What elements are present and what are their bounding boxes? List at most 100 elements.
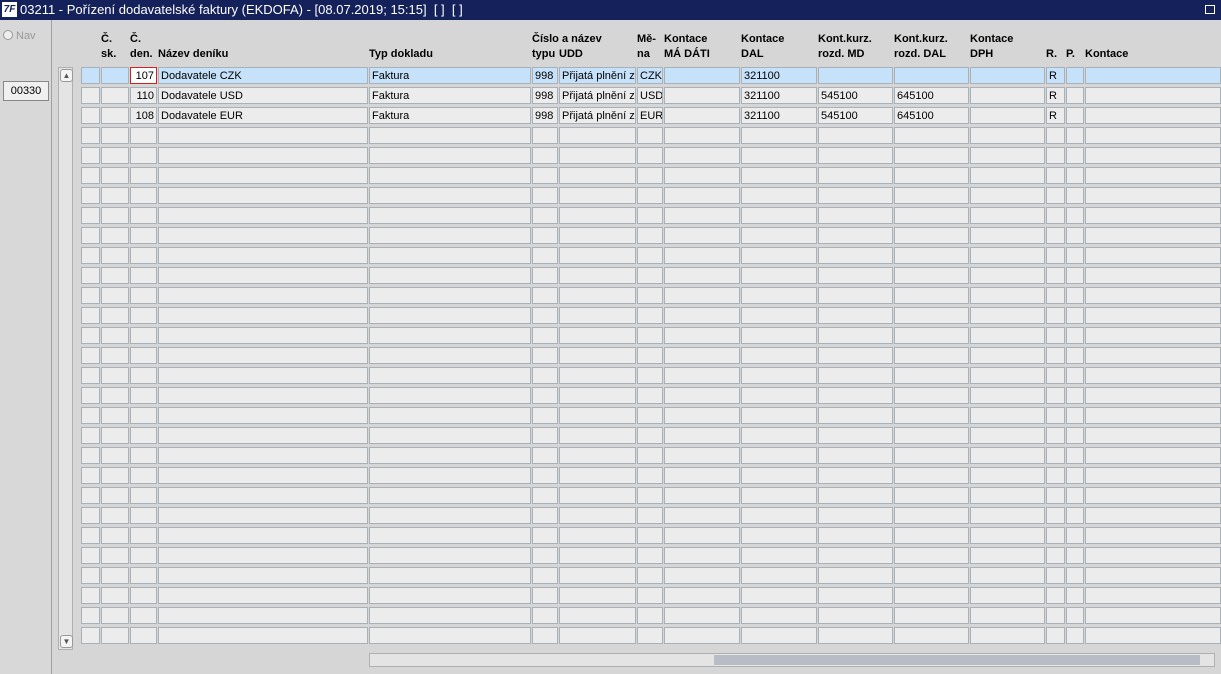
empty-cell[interactable]	[158, 587, 368, 604]
empty-cell[interactable]	[532, 607, 558, 624]
empty-cell[interactable]	[81, 387, 100, 404]
empty-cell[interactable]	[1046, 127, 1065, 144]
empty-cell[interactable]	[532, 307, 558, 324]
empty-cell[interactable]	[130, 127, 157, 144]
empty-cell[interactable]	[158, 427, 368, 444]
empty-cell[interactable]	[1085, 287, 1221, 304]
empty-cell[interactable]	[741, 587, 817, 604]
empty-cell[interactable]	[818, 367, 893, 384]
empty-cell[interactable]	[130, 347, 157, 364]
empty-cell[interactable]	[1046, 567, 1065, 584]
empty-cell[interactable]	[970, 227, 1045, 244]
empty-cell[interactable]	[637, 367, 663, 384]
empty-cell[interactable]	[1066, 247, 1084, 264]
empty-cell[interactable]	[894, 547, 969, 564]
empty-cell[interactable]	[559, 347, 636, 364]
cell-r[interactable]: R	[1046, 87, 1065, 104]
empty-cell[interactable]	[894, 167, 969, 184]
empty-cell[interactable]	[369, 227, 531, 244]
empty-cell[interactable]	[101, 407, 129, 424]
empty-cell[interactable]	[1085, 507, 1221, 524]
empty-cell[interactable]	[532, 147, 558, 164]
empty-cell[interactable]	[130, 387, 157, 404]
empty-cell[interactable]	[101, 447, 129, 464]
empty-cell[interactable]	[369, 547, 531, 564]
cell-typ-udd[interactable]: 998	[532, 87, 558, 104]
empty-cell[interactable]	[1066, 567, 1084, 584]
empty-cell[interactable]	[130, 467, 157, 484]
empty-cell[interactable]	[158, 147, 368, 164]
empty-cell[interactable]	[664, 547, 740, 564]
empty-cell[interactable]	[81, 147, 100, 164]
empty-cell[interactable]	[369, 267, 531, 284]
empty-cell[interactable]	[130, 247, 157, 264]
empty-cell[interactable]	[970, 447, 1045, 464]
empty-cell[interactable]	[559, 607, 636, 624]
empty-cell[interactable]	[532, 327, 558, 344]
scroll-up[interactable]: ▲	[60, 69, 73, 82]
empty-cell[interactable]	[970, 407, 1045, 424]
empty-cell[interactable]	[101, 427, 129, 444]
empty-cell[interactable]	[818, 527, 893, 544]
empty-cell[interactable]	[532, 347, 558, 364]
empty-cell[interactable]	[970, 247, 1045, 264]
empty-cell[interactable]	[532, 427, 558, 444]
cell-typ[interactable]: Faktura	[369, 87, 531, 104]
empty-cell[interactable]	[741, 447, 817, 464]
empty-cell[interactable]	[894, 467, 969, 484]
empty-cell[interactable]	[741, 547, 817, 564]
empty-cell[interactable]	[130, 147, 157, 164]
empty-cell[interactable]	[970, 267, 1045, 284]
empty-cell[interactable]	[532, 527, 558, 544]
cell-r[interactable]: R	[1046, 107, 1065, 124]
empty-cell[interactable]	[81, 607, 100, 624]
cell-r[interactable]: R	[1046, 67, 1065, 84]
empty-cell[interactable]	[741, 367, 817, 384]
empty-cell[interactable]	[637, 307, 663, 324]
empty-cell[interactable]	[101, 587, 129, 604]
empty-cell[interactable]	[1046, 207, 1065, 224]
empty-cell[interactable]	[81, 107, 100, 124]
empty-cell[interactable]	[970, 587, 1045, 604]
empty-cell[interactable]	[532, 367, 558, 384]
empty-cell[interactable]	[369, 127, 531, 144]
empty-cell[interactable]	[741, 247, 817, 264]
empty-cell[interactable]	[101, 227, 129, 244]
empty-cell[interactable]	[970, 307, 1045, 324]
empty-cell[interactable]	[1046, 407, 1065, 424]
empty-cell[interactable]	[158, 547, 368, 564]
empty-cell[interactable]	[664, 107, 740, 124]
empty-cell[interactable]	[818, 307, 893, 324]
empty-cell[interactable]	[158, 347, 368, 364]
empty-cell[interactable]	[81, 67, 100, 84]
empty-cell[interactable]	[970, 167, 1045, 184]
empty-cell[interactable]	[818, 587, 893, 604]
empty-cell[interactable]	[970, 147, 1045, 164]
empty-cell[interactable]	[1085, 327, 1221, 344]
restore-button[interactable]	[1205, 5, 1215, 14]
empty-cell[interactable]	[559, 507, 636, 524]
empty-cell[interactable]	[664, 287, 740, 304]
empty-cell[interactable]	[637, 167, 663, 184]
empty-cell[interactable]	[1085, 487, 1221, 504]
empty-cell[interactable]	[369, 347, 531, 364]
empty-cell[interactable]	[664, 207, 740, 224]
empty-cell[interactable]	[1066, 127, 1084, 144]
empty-cell[interactable]	[532, 627, 558, 644]
empty-cell[interactable]	[894, 207, 969, 224]
empty-cell[interactable]	[970, 287, 1045, 304]
empty-cell[interactable]	[559, 627, 636, 644]
empty-cell[interactable]	[970, 507, 1045, 524]
empty-cell[interactable]	[894, 287, 969, 304]
empty-cell[interactable]	[81, 227, 100, 244]
empty-cell[interactable]	[81, 507, 100, 524]
empty-cell[interactable]	[894, 527, 969, 544]
empty-cell[interactable]	[101, 327, 129, 344]
empty-cell[interactable]	[81, 527, 100, 544]
empty-cell[interactable]	[369, 307, 531, 324]
empty-cell[interactable]	[1066, 287, 1084, 304]
empty-cell[interactable]	[1066, 347, 1084, 364]
empty-cell[interactable]	[532, 227, 558, 244]
empty-cell[interactable]	[559, 587, 636, 604]
empty-cell[interactable]	[559, 487, 636, 504]
